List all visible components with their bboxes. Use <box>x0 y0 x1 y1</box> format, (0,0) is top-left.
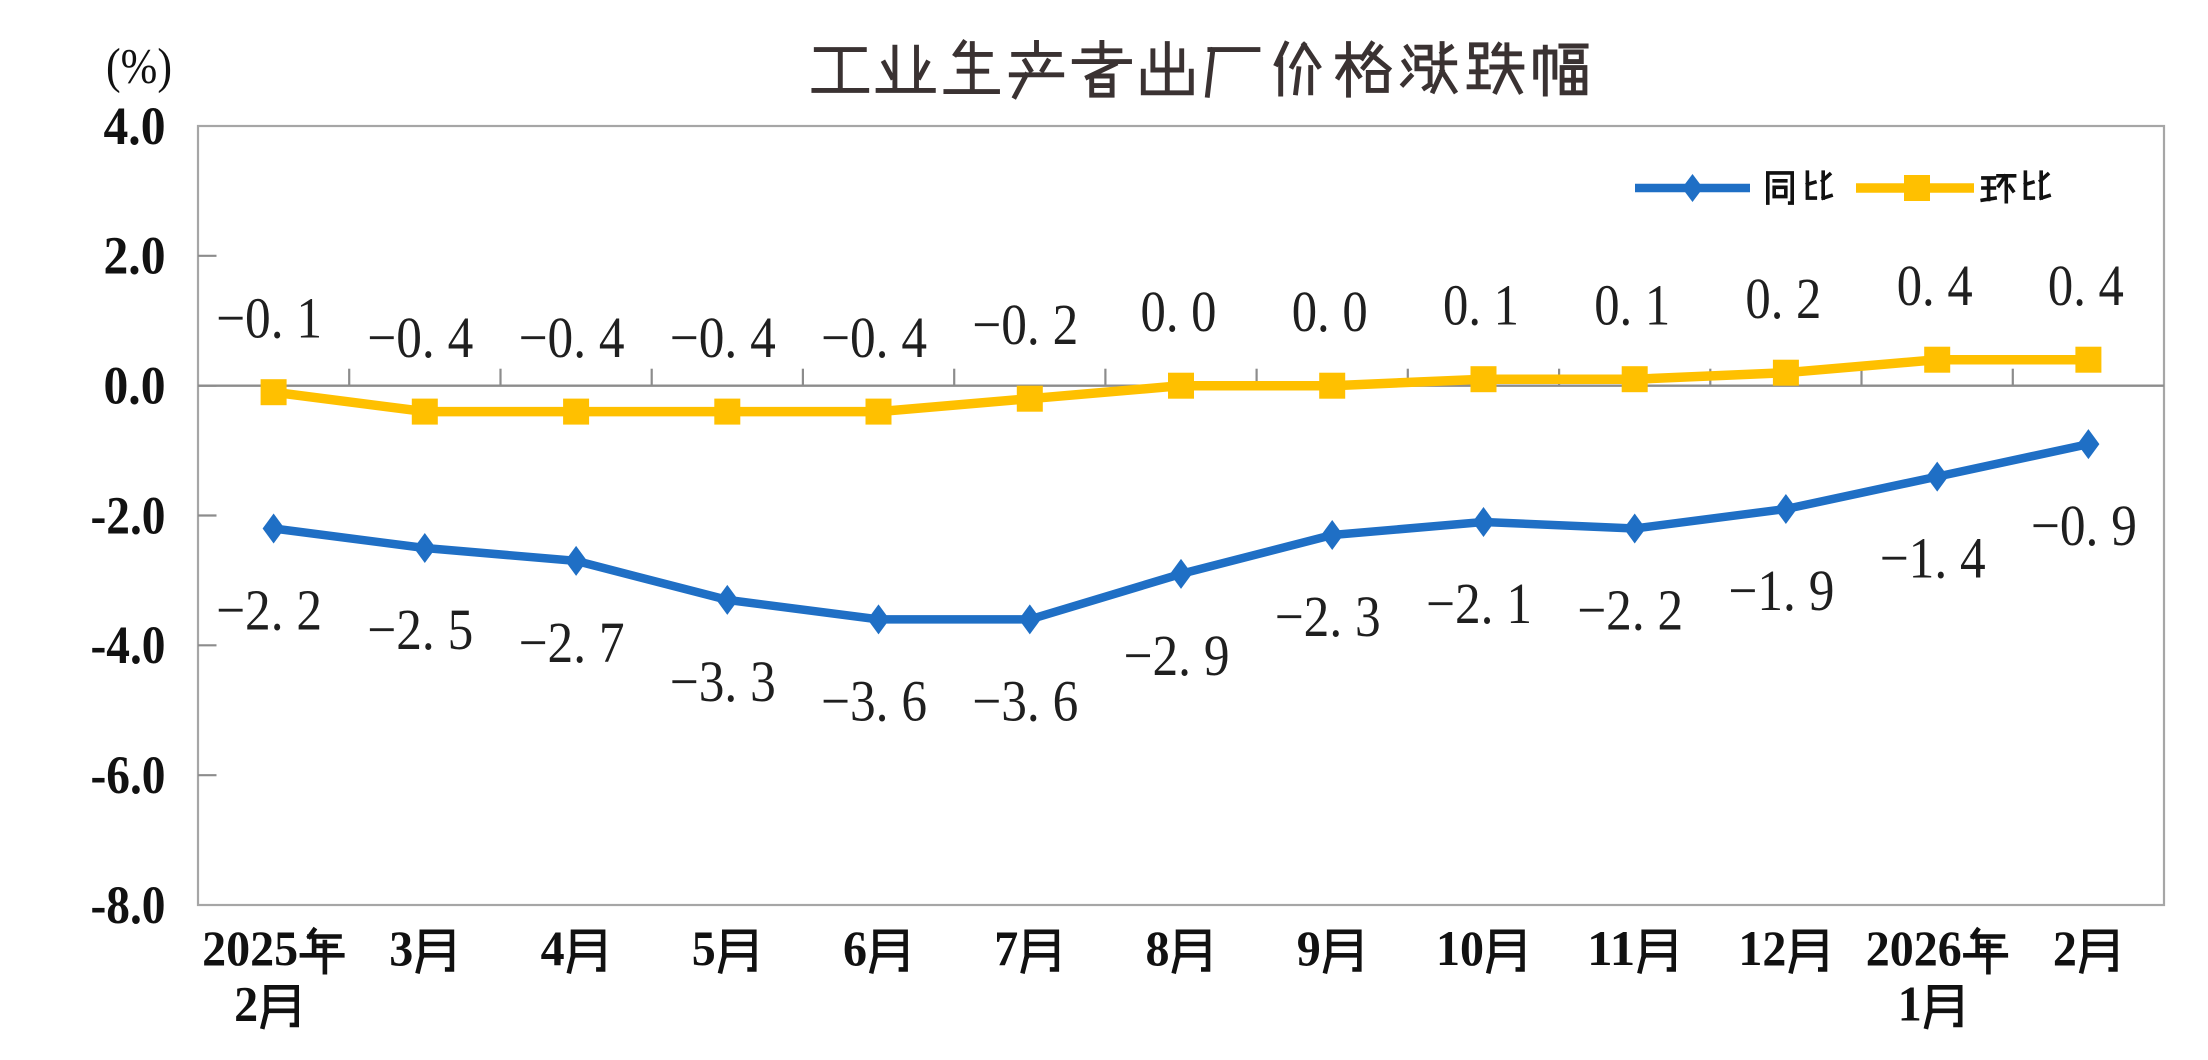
svg-text:1: 1 <box>1898 976 1922 1032</box>
svg-text:7: 7 <box>994 920 1018 976</box>
svg-text:(%): (%) <box>106 38 172 94</box>
svg-text:4: 4 <box>541 920 565 976</box>
svg-text:-8.0: -8.0 <box>91 875 166 935</box>
svg-text:5: 5 <box>692 920 716 976</box>
svg-text:0. 4: 0. 4 <box>2048 253 2124 318</box>
svg-text:2: 2 <box>2053 920 2077 976</box>
svg-text:−2. 9: −2. 9 <box>1124 623 1230 688</box>
svg-text:0. 0: 0. 0 <box>1292 279 1368 344</box>
svg-text:−0. 9: −0. 9 <box>2031 493 2137 558</box>
svg-text:12: 12 <box>1738 920 1786 976</box>
svg-text:6: 6 <box>843 920 867 976</box>
svg-text:−1. 9: −1. 9 <box>1728 558 1834 623</box>
svg-text:−2. 3: −2. 3 <box>1275 584 1381 649</box>
svg-text:-6.0: -6.0 <box>91 745 166 805</box>
svg-text:−1. 4: −1. 4 <box>1880 526 1986 591</box>
svg-text:0.0: 0.0 <box>104 356 166 416</box>
svg-text:-4.0: -4.0 <box>91 615 166 675</box>
svg-text:−2. 5: −2. 5 <box>367 597 473 662</box>
svg-text:8: 8 <box>1146 920 1170 976</box>
svg-text:2026: 2026 <box>1866 920 1962 976</box>
svg-text:−0. 4: −0. 4 <box>367 305 473 370</box>
svg-text:−0. 4: −0. 4 <box>670 305 776 370</box>
svg-text:0. 0: 0. 0 <box>1141 279 1217 344</box>
svg-text:3: 3 <box>389 920 413 976</box>
svg-text:−0. 2: −0. 2 <box>972 292 1078 357</box>
svg-text:−2. 7: −2. 7 <box>519 610 625 675</box>
svg-text:10: 10 <box>1436 920 1484 976</box>
svg-text:4.0: 4.0 <box>104 96 166 156</box>
svg-text:0. 1: 0. 1 <box>1594 272 1670 337</box>
svg-text:−0. 1: −0. 1 <box>216 285 322 350</box>
svg-text:−3. 6: −3. 6 <box>972 669 1078 734</box>
svg-text:-2.0: -2.0 <box>91 485 166 545</box>
svg-text:−0. 4: −0. 4 <box>821 305 927 370</box>
svg-text:−3. 6: −3. 6 <box>821 669 927 734</box>
svg-text:−3. 3: −3. 3 <box>670 649 776 714</box>
svg-text:2025: 2025 <box>202 920 298 976</box>
svg-text:9: 9 <box>1297 920 1321 976</box>
svg-text:11: 11 <box>1587 920 1635 976</box>
svg-text:−2. 1: −2. 1 <box>1426 571 1532 636</box>
svg-text:0. 4: 0. 4 <box>1897 253 1973 318</box>
svg-text:−2. 2: −2. 2 <box>216 578 322 643</box>
svg-text:−2. 2: −2. 2 <box>1577 578 1683 643</box>
svg-text:0. 2: 0. 2 <box>1745 266 1821 331</box>
svg-text:−0. 4: −0. 4 <box>519 305 625 370</box>
svg-text:0. 1: 0. 1 <box>1443 272 1519 337</box>
svg-text:2: 2 <box>234 976 258 1032</box>
svg-text:2.0: 2.0 <box>104 226 166 286</box>
